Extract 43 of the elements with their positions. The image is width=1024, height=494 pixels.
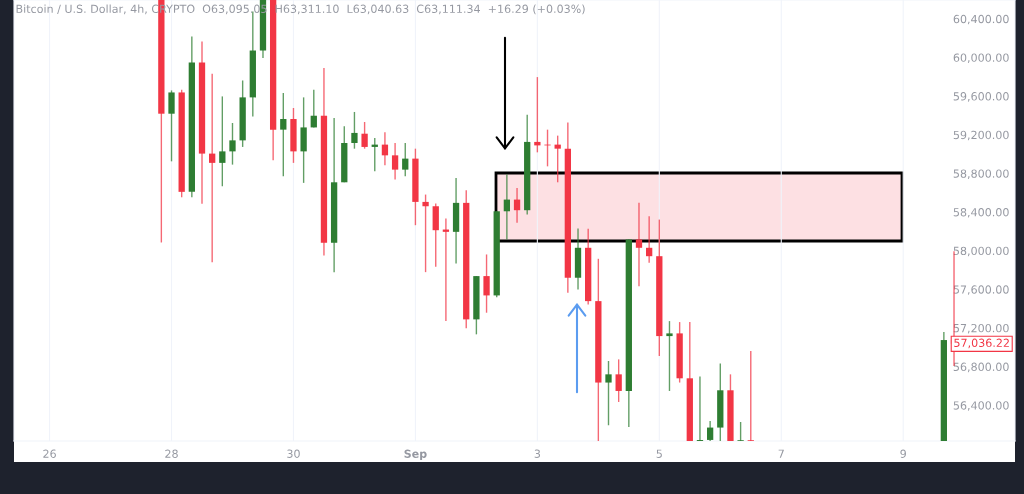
candlestick — [483, 253, 490, 314]
candlestick — [391, 142, 399, 181]
x-tick-label: 28 — [165, 449, 178, 458]
candlestick — [696, 375, 704, 441]
candlestick — [706, 420, 714, 441]
candlestick — [361, 121, 368, 150]
x-tick-label: 9 — [900, 449, 906, 458]
candlestick — [229, 122, 236, 166]
candlestick — [280, 92, 287, 177]
y-tick-label: 59,200.00 — [953, 130, 1009, 141]
candlestick — [432, 202, 439, 268]
candlestick — [402, 142, 409, 177]
candlestick — [422, 193, 429, 273]
candlestick — [646, 215, 653, 264]
candlestick — [209, 73, 216, 263]
y-tick-label: 58,800.00 — [953, 169, 1009, 179]
candlestick — [635, 202, 643, 287]
candlestick — [168, 89, 175, 163]
candlestick — [300, 96, 307, 184]
x-tick-label: 7 — [778, 449, 784, 458]
x-tick-label: 3 — [534, 449, 541, 458]
y-tick-label: 56,400.00 — [953, 401, 1009, 411]
y-tick-label: 60,000.00 — [953, 53, 1009, 63]
x-tick-label: 5 — [656, 449, 662, 458]
candlestick — [534, 76, 541, 154]
x-tick-label: 26 — [43, 449, 56, 458]
candlestick — [351, 111, 358, 150]
candlestick — [666, 320, 673, 392]
candlestick — [605, 360, 612, 426]
x-tick-label: 30 — [287, 449, 300, 458]
candlestick — [737, 421, 744, 441]
y-tick-label: 58,400.00 — [953, 208, 1009, 218]
x-tick-label: Sep — [404, 449, 427, 461]
candlestick — [615, 358, 622, 403]
candlestick — [513, 187, 521, 224]
y-tick-label: 59,600.00 — [953, 92, 1009, 102]
candlestick — [219, 95, 226, 187]
y-tick-label: 58,000.00 — [953, 246, 1009, 257]
y-tick-label: 60,400.00 — [953, 14, 1009, 25]
candlestick — [554, 134, 561, 183]
candlestick — [747, 350, 754, 441]
y-tick-label: 56,800.00 — [953, 362, 1009, 373]
annotation: 57,036.22 — [954, 338, 1009, 349]
